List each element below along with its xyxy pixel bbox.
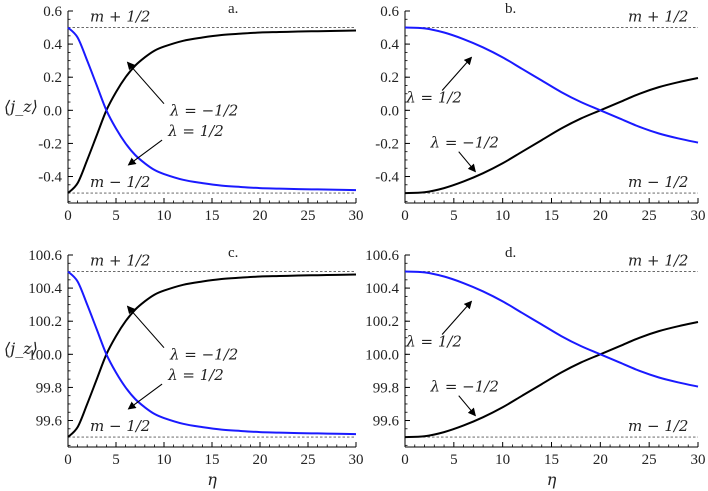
panel-label: c. — [228, 245, 238, 261]
lower-bound-label: m − 1/2 — [628, 417, 688, 435]
y-tick-label: 99.8 — [36, 380, 62, 396]
series-line-black — [67, 273, 357, 438]
y-tick-label: 99.6 — [373, 414, 400, 430]
upper-bound-label: m + 1/2 — [90, 252, 150, 270]
upper-bound-label: m + 1/2 — [628, 8, 688, 26]
y-tick-label: 0.4 — [43, 37, 62, 53]
y-tick-label: 0.6 — [380, 4, 399, 20]
annotation-label: λ = 1/2 — [167, 366, 224, 384]
x-axis-label: η — [207, 470, 217, 489]
series-line-blue — [404, 26, 699, 144]
y-tick-label: 100.6 — [365, 248, 399, 264]
x-tick-label: 30 — [691, 208, 706, 224]
y-tick-label: 0.0 — [43, 103, 62, 119]
y-axis-label-top: ⟨j_z⟩ — [4, 97, 38, 116]
x-tick-label: 0 — [64, 452, 72, 468]
annotation-arrow — [127, 139, 163, 166]
x-tick-label: 5 — [450, 208, 458, 224]
y-tick-label: 99.6 — [36, 414, 63, 430]
y-tick-label: -0.4 — [38, 170, 62, 186]
x-tick-label: 15 — [205, 452, 220, 468]
x-tick-label: 15 — [544, 452, 559, 468]
x-tick-label: 0 — [401, 452, 409, 468]
annotation-label: λ = 1/2 — [405, 88, 462, 106]
x-tick-label: 10 — [495, 208, 510, 224]
x-tick-label: 20 — [593, 208, 608, 224]
x-tick-label: 30 — [349, 452, 364, 468]
x-tick-label: 10 — [495, 452, 510, 468]
y-tick-label: 100.6 — [28, 248, 62, 264]
x-tick-label: 25 — [301, 452, 316, 468]
x-tick-label: 5 — [112, 452, 120, 468]
annotation-arrow — [126, 305, 165, 349]
y-tick-label: 0.6 — [43, 4, 62, 20]
x-axis-label: η — [547, 470, 557, 489]
y-tick-label: 0.4 — [380, 37, 399, 53]
series-line-blue — [404, 270, 699, 388]
x-tick-label: 25 — [301, 208, 316, 224]
x-tick-label: 0 — [401, 208, 409, 224]
annotation-arrow — [441, 56, 473, 91]
annotation-arrow — [126, 61, 165, 105]
annotation-arrow — [458, 395, 476, 417]
upper-bound-label: m + 1/2 — [90, 8, 150, 26]
y-tick-label: 100.0 — [365, 347, 399, 363]
annotation-arrow — [458, 151, 476, 173]
y-tick-label: 100.0 — [28, 347, 62, 363]
y-tick-label: 0.0 — [380, 103, 399, 119]
x-tick-label: 15 — [544, 208, 559, 224]
lower-bound-label: m − 1/2 — [628, 173, 688, 191]
annotation-arrow — [441, 300, 473, 335]
annotation-label: λ = 1/2 — [167, 122, 224, 140]
annotation-label: λ = −1/2 — [169, 346, 238, 364]
y-tick-label: 100.4 — [28, 281, 62, 297]
series-line-blue — [67, 270, 357, 436]
x-tick-label: 20 — [253, 208, 268, 224]
series-line-black — [404, 321, 699, 439]
y-tick-label: 100.2 — [28, 314, 62, 330]
y-tick-label: 0.2 — [43, 70, 62, 86]
lower-bound-label: m − 1/2 — [90, 417, 150, 435]
x-tick-label: 0 — [64, 208, 72, 224]
y-tick-label: 100.2 — [365, 314, 399, 330]
upper-bound-label: m + 1/2 — [628, 252, 688, 270]
annotation-label: λ = −1/2 — [169, 102, 238, 120]
y-tick-label: 0.2 — [380, 70, 399, 86]
x-tick-label: 10 — [157, 452, 172, 468]
lower-bound-label: m − 1/2 — [90, 173, 150, 191]
panel-label: b. — [505, 1, 516, 17]
x-tick-label: 25 — [642, 208, 657, 224]
y-tick-label: -0.2 — [38, 136, 62, 152]
series-line-black — [67, 29, 357, 194]
panel-a: 0 5 10 15 20 25 30 -0.4 -0.2 0.0 0.2 0.4 0.6 m + 1/2 m… — [38, 1, 363, 224]
x-tick-label: 30 — [691, 452, 706, 468]
x-tick-label: 15 — [205, 208, 220, 224]
y-tick-label: -0.4 — [375, 170, 399, 186]
x-tick-label: 5 — [450, 452, 458, 468]
annotation-label: λ = 1/2 — [405, 332, 462, 350]
y-axis-label-bottom: ⟨j_z⟩ — [4, 339, 38, 358]
panel-label: d. — [505, 245, 516, 261]
panel-label: a. — [228, 1, 238, 17]
panel-d: 0 5 10 15 20 25 30 99.6 99.8 100.0 100.2 100.4 100.6… — [365, 245, 705, 489]
series-line-blue — [67, 26, 357, 192]
x-tick-label: 25 — [642, 452, 657, 468]
annotation-arrow — [127, 383, 163, 410]
x-tick-label: 20 — [593, 452, 608, 468]
annotation-label: λ = −1/2 — [430, 378, 499, 396]
series-line-black — [404, 77, 699, 195]
panel-c: 0 5 10 15 20 25 30 99.6 99.8 100.0 100.2 100.4 100.6… — [28, 245, 363, 489]
x-tick-label: 20 — [253, 452, 268, 468]
x-tick-label: 30 — [349, 208, 364, 224]
panel-b: 0 5 10 15 20 25 30 -0.4 -0.2 0.0 0.2 0.4 0.6 m + 1/2 m… — [375, 1, 705, 224]
y-tick-label: 100.4 — [365, 281, 399, 297]
y-tick-label: 99.8 — [373, 380, 399, 396]
x-tick-label: 10 — [157, 208, 172, 224]
y-tick-label: -0.2 — [375, 136, 399, 152]
annotation-label: λ = −1/2 — [430, 134, 499, 152]
x-tick-label: 5 — [112, 208, 120, 224]
